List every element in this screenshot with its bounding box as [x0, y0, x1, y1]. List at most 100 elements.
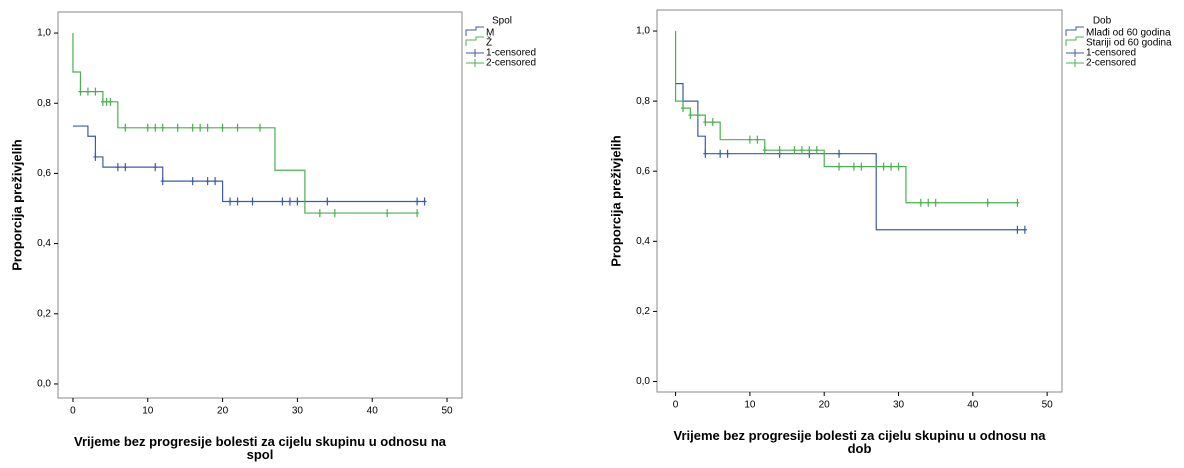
censored-mark: [93, 87, 98, 96]
censored-mark: [123, 163, 128, 172]
censored-mark: [762, 146, 767, 155]
censored-mark: [190, 123, 195, 132]
censored-mark: [175, 123, 180, 132]
survival-curve: [72, 33, 418, 214]
x-tick-label: 50: [1042, 400, 1054, 411]
censored-mark: [123, 123, 128, 132]
censored-mark: [228, 197, 233, 206]
censored-mark: [145, 123, 150, 132]
y-tick-label: 0,2: [37, 308, 51, 319]
censored-mark: [695, 111, 700, 120]
y-tick-label: 0,8: [37, 98, 51, 109]
survival-curve: [72, 125, 425, 203]
censored-mark: [325, 197, 330, 206]
y-axis-label: Proporcija preživjelih: [9, 139, 24, 271]
censored-mark: [213, 177, 218, 186]
legend-label: 1-censored: [1086, 48, 1136, 59]
x-tick-label: 0: [673, 400, 679, 411]
y-tick-label: 1,0: [636, 26, 650, 37]
censored-mark: [190, 177, 195, 186]
censored-mark: [1022, 225, 1027, 234]
censored-mark: [160, 123, 165, 132]
x-tick-label: 10: [142, 406, 154, 417]
x-tick-label: 10: [744, 400, 756, 411]
y-tick-label: 0,6: [37, 168, 51, 179]
legend-label: Stariji od 60 godina: [1086, 38, 1172, 49]
x-tick-label: 50: [441, 406, 453, 417]
y-tick-label: 0,8: [636, 96, 650, 107]
censored-mark: [814, 146, 819, 155]
censored-mark: [792, 146, 797, 155]
censored-mark: [926, 198, 931, 207]
censored-mark: [153, 163, 158, 172]
legend-swatch: [465, 26, 484, 36]
censored-mark: [747, 135, 752, 144]
censored-mark: [78, 87, 83, 96]
censored-mark: [851, 162, 856, 171]
censored-mark: [777, 146, 782, 155]
x-tick-label: 40: [367, 406, 379, 417]
censored-mark: [703, 118, 708, 127]
x-tick-label: 30: [893, 400, 905, 411]
legend-label: Mlađi od 60 godina: [1086, 28, 1171, 39]
censored-mark: [703, 149, 708, 158]
censored-mark: [198, 123, 203, 132]
y-tick-label: 0,0: [636, 376, 650, 387]
censored-mark: [160, 177, 165, 186]
censored-mark: [881, 162, 886, 171]
legend-swatch: [1066, 49, 1084, 57]
y-tick-label: 0,6: [636, 166, 650, 177]
censored-mark: [385, 209, 390, 218]
censored-mark: [115, 163, 120, 172]
legend-title: Dob: [1093, 16, 1112, 27]
censored-mark: [710, 118, 715, 127]
x-tick-label: 20: [819, 400, 831, 411]
censored-mark: [250, 197, 255, 206]
censored-mark: [681, 104, 686, 113]
legend-swatch: [1066, 59, 1084, 67]
censored-mark: [205, 177, 210, 186]
censored-mark: [220, 123, 225, 132]
censored-mark: [280, 197, 285, 206]
y-tick-label: 1,0: [37, 28, 51, 39]
censored-mark: [85, 87, 90, 96]
legend-swatch: [466, 49, 484, 57]
x-tick-label: 30: [292, 406, 304, 417]
legend-label: Ž: [486, 36, 492, 49]
censored-mark: [755, 135, 760, 144]
legend-label: 1-censored: [486, 48, 536, 59]
x-tick-label: 20: [217, 406, 229, 417]
y-tick-label: 0,0: [37, 379, 51, 390]
y-tick-label: 0,4: [636, 236, 650, 247]
censored-mark: [287, 197, 292, 206]
censored-mark: [205, 123, 210, 132]
censored-mark: [258, 123, 262, 132]
censored-mark: [859, 162, 864, 171]
censored-mark: [933, 198, 938, 207]
legend-swatch: [1065, 26, 1084, 36]
x-axis-label: Vrijeme bez progresije bolesti za cijelu…: [73, 434, 447, 462]
y-tick-label: 0,4: [37, 238, 51, 249]
censored-mark: [235, 197, 240, 206]
censored-mark: [1015, 225, 1020, 234]
censored-mark: [415, 197, 420, 206]
censored-mark: [807, 146, 812, 155]
y-axis-label: Proporcija preživjelih: [608, 135, 623, 267]
censored-mark: [718, 149, 723, 158]
plot-area: [57, 11, 463, 399]
censored-mark: [104, 97, 109, 106]
censored-mark: [235, 123, 240, 132]
censored-mark: [985, 198, 990, 207]
legend-swatch: [465, 36, 484, 46]
plot-area: [656, 9, 1063, 393]
censored-mark: [896, 162, 901, 171]
survival-curve: [675, 82, 1025, 231]
legend-swatch: [1065, 36, 1084, 46]
censored-mark: [415, 209, 420, 218]
censored-mark: [725, 149, 730, 158]
censored-mark: [422, 197, 427, 206]
x-tick-label: 0: [70, 406, 76, 417]
censored-mark: [837, 162, 842, 171]
